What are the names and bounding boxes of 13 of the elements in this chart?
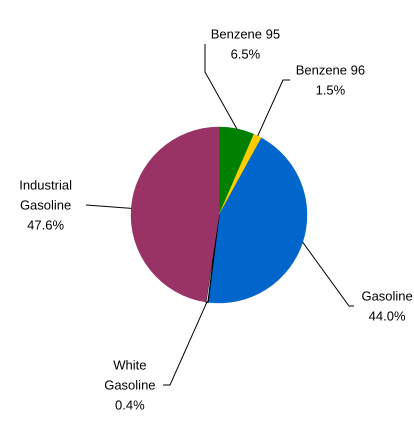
slice-label: Benzene 96 <box>296 62 366 78</box>
data-label: 0.4% <box>115 398 146 413</box>
data-label: 47.6% <box>27 218 64 233</box>
slice-label: Industrial Gasoline <box>19 178 72 213</box>
pie-slice <box>218 126 254 216</box>
data-label: 1.5% <box>316 82 346 98</box>
slice-label: Benzene 95 <box>210 26 280 42</box>
data-label: 44.0% <box>368 308 406 324</box>
pie-slice <box>130 126 220 302</box>
data-label: 6.5% <box>230 46 261 62</box>
pie-slice <box>208 138 308 304</box>
slice-label: Gasoline <box>361 288 413 304</box>
slice-label: White Gasoline <box>104 358 156 393</box>
